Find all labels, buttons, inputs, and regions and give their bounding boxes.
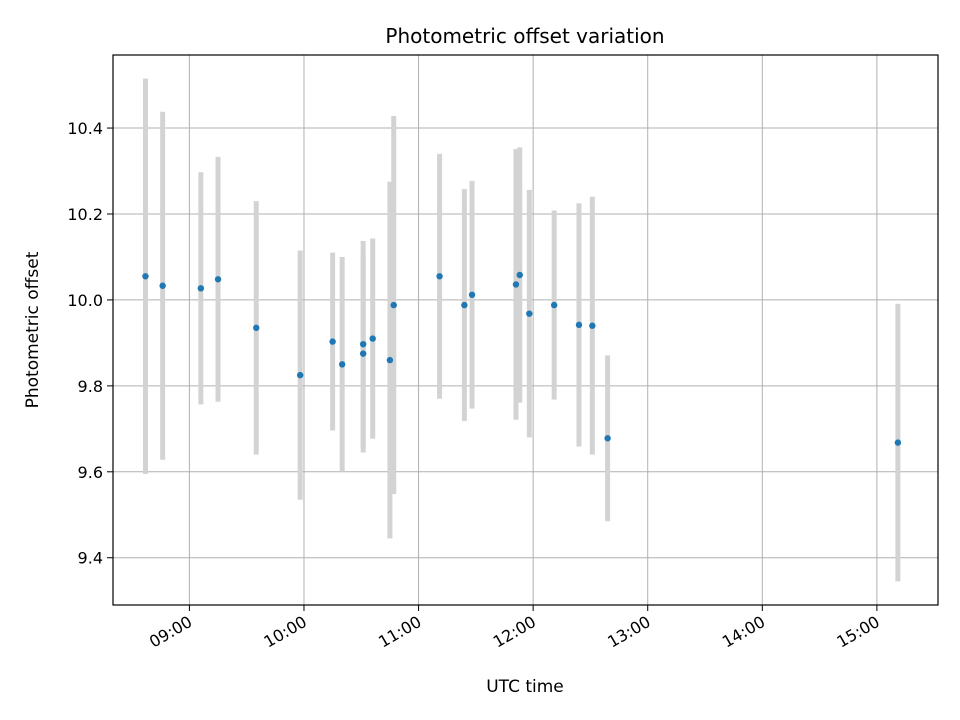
data-point [512,281,520,288]
y-tick-label: 9.8 [78,377,103,396]
x-tick-label: 11:00 [375,612,424,652]
plot-frame [112,54,939,606]
y-tick-label: 9.4 [78,549,103,568]
data-point [516,271,523,279]
grid [113,55,938,605]
x-tick-label: 12:00 [490,612,539,652]
y-tick-label: 10.4 [67,119,103,138]
x-tick-label: 15:00 [833,612,882,652]
data-point [359,340,367,348]
data-point [589,322,596,329]
data-point [214,276,222,283]
y-tick-label: 10.2 [67,205,103,224]
chart-title: Photometric offset variation [385,24,664,48]
data-point [575,321,583,329]
data-point [386,356,394,364]
data-point [461,301,468,309]
data-point [296,371,304,379]
data-point [604,435,611,442]
data-point [338,361,346,368]
x-tick-label: 10:00 [261,612,310,652]
data-point [197,285,205,292]
x-tick-label: 09:00 [146,612,195,652]
data-point [390,301,397,309]
y-tick-label: 9.6 [78,463,103,482]
data-point [369,335,376,342]
data-points [142,271,902,446]
data-point [894,439,902,446]
data-point [253,324,260,332]
data-point [142,273,149,280]
data-point [359,350,367,357]
y-axis-label: Photometric offset [23,251,43,408]
data-point [550,301,558,309]
data-point [436,273,443,280]
data-point [159,282,166,289]
data-point [329,338,336,345]
y-tick-label: 10.0 [67,291,103,310]
data-point [526,310,533,317]
x-axis-ticks: 09:00 10:00 11:00 12:00 13:00 14:00 15:00 [146,605,883,652]
x-tick-label: 13:00 [604,612,653,652]
data-point [468,291,476,298]
x-tick-label: 14:00 [719,612,768,652]
y-axis-ticks: 9.4 9.6 9.8 10.0 10.2 10.4 [67,119,113,568]
x-axis-label: UTC time [486,677,564,697]
